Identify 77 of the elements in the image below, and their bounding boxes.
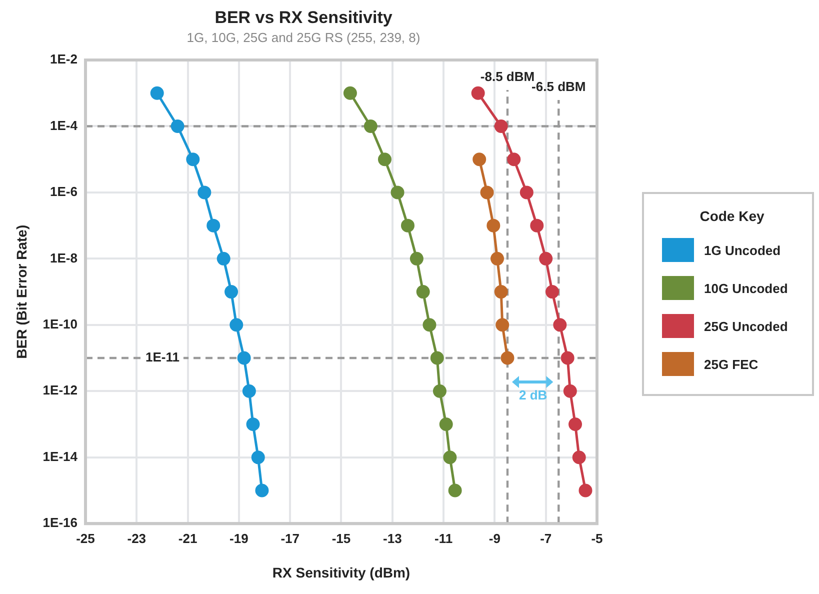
point [490, 252, 504, 266]
point [390, 186, 404, 200]
point [507, 152, 521, 166]
point [578, 484, 592, 498]
y-tick-label: 1E-2 [50, 52, 78, 67]
point [520, 186, 534, 200]
x-tick-label: -17 [280, 530, 300, 546]
point [242, 384, 256, 398]
y-axis-title: BER (Bit Error Rate) [13, 224, 30, 359]
x-tick-label: -13 [383, 530, 402, 546]
legend-label: 25G Uncoded [704, 318, 788, 334]
x-tick-label: -7 [540, 530, 552, 546]
point [224, 285, 238, 299]
point [198, 186, 212, 200]
point [572, 450, 586, 464]
legend-label: 10G Uncoded [704, 280, 788, 296]
point [364, 119, 378, 133]
y-tick-label: 1E-12 [42, 382, 78, 398]
point [422, 318, 436, 332]
point [246, 418, 260, 432]
point [443, 450, 457, 464]
x-tick-label: -25 [76, 530, 95, 546]
point [186, 152, 200, 166]
x-tick-label: -9 [488, 530, 500, 546]
point [150, 86, 164, 100]
y-tick-label: 1E-6 [50, 184, 78, 200]
point [480, 186, 494, 200]
point [568, 418, 582, 432]
x-tick-label: -5 [591, 530, 603, 546]
point [539, 252, 553, 266]
x-tick-label: -11 [434, 530, 453, 546]
point [560, 351, 574, 365]
point [471, 86, 485, 100]
point [410, 252, 424, 266]
y-tick-label: 1E-4 [50, 118, 78, 133]
point [496, 318, 510, 332]
point [494, 119, 508, 133]
point [230, 318, 244, 332]
point [486, 218, 500, 232]
x-tick-label: -15 [332, 530, 351, 546]
ref-line-label: 1E-11 [145, 350, 180, 365]
point [378, 152, 392, 166]
point [251, 450, 265, 464]
annotation: 2 dB [518, 388, 548, 403]
point [343, 86, 357, 100]
chart-subtitle: 1G, 10G, 25G and 25G RS (255, 239, 8) [186, 30, 420, 45]
x-axis-title: RX Sensitivity (dBm) [272, 564, 410, 580]
point [439, 418, 453, 432]
ref-line-label: -8.5 dBM [480, 69, 535, 84]
point [432, 384, 446, 398]
point [472, 152, 486, 166]
point [563, 384, 577, 398]
legend-title: Code Key [698, 208, 766, 224]
point [216, 252, 230, 266]
point [500, 351, 514, 365]
legend-label: 1G Uncoded [704, 242, 781, 258]
point [237, 351, 251, 365]
point [448, 484, 462, 498]
point [416, 285, 430, 299]
legend-label: 25G FEC [704, 356, 758, 372]
point [530, 218, 544, 232]
chart-title: BER vs RX Sensitivity [214, 8, 393, 27]
point [553, 318, 567, 332]
point [206, 218, 220, 232]
x-tick-label: -23 [127, 530, 146, 546]
point [545, 285, 559, 299]
point [494, 285, 508, 299]
y-tick-label: 1E-14 [42, 448, 78, 464]
point [255, 484, 269, 498]
y-tick-label: 1E-16 [42, 515, 78, 530]
point [400, 218, 414, 232]
x-tick-label: -19 [230, 530, 248, 546]
y-tick-label: 1E-8 [50, 250, 78, 266]
y-tick-label: 1E-10 [42, 316, 78, 332]
point [430, 351, 444, 365]
x-tick-label: -21 [178, 530, 198, 546]
point [170, 119, 184, 133]
